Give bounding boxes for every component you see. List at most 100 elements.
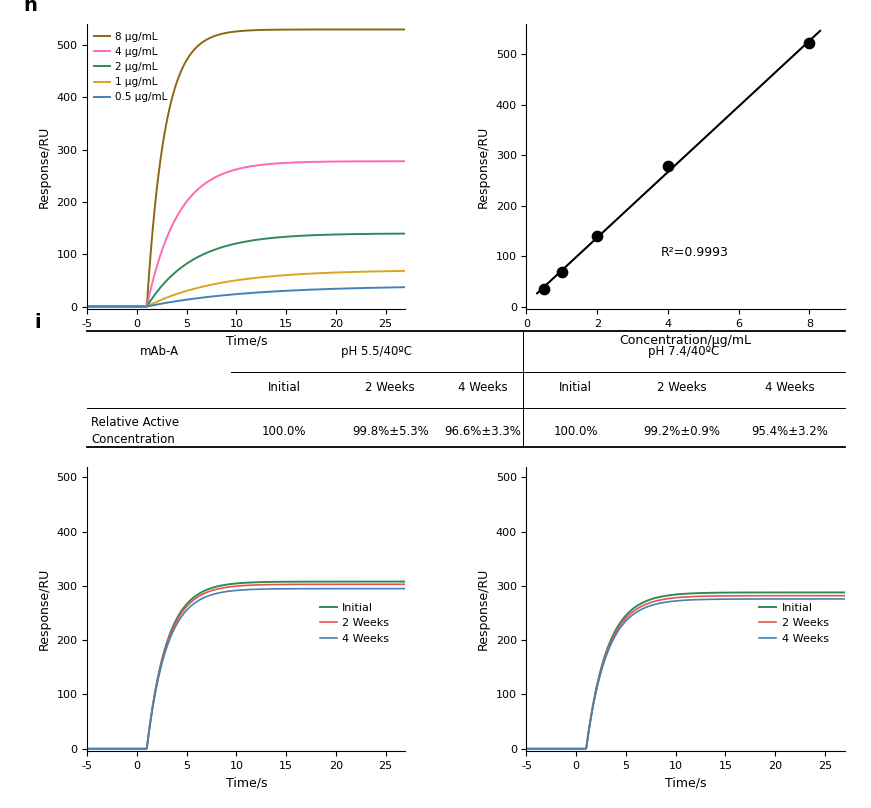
Text: 2 Weeks: 2 Weeks — [366, 381, 415, 394]
2 μg/mL — [101, 301, 111, 311]
Text: pH 7.4/40ºC: pH 7.4/40ºC — [648, 345, 719, 358]
2 μg/mL — [285, 232, 295, 242]
Initial — [285, 577, 295, 587]
4 Weeks — [706, 595, 717, 604]
1 μg/mL — [356, 267, 367, 276]
4 Weeks — [82, 744, 92, 754]
2 Weeks — [724, 591, 734, 600]
4 Weeks — [840, 594, 850, 604]
0.5 μg/mL — [323, 284, 334, 294]
Text: 4 Weeks: 4 Weeks — [765, 381, 814, 394]
Line: 1 μg/mL: 1 μg/mL — [87, 271, 406, 306]
2 Weeks — [267, 580, 277, 590]
X-axis label: Concentration/μg/mL: Concentration/μg/mL — [619, 335, 752, 347]
4 μg/mL — [101, 301, 111, 311]
Initial — [101, 744, 111, 754]
0.5 μg/mL — [275, 286, 286, 296]
4 μg/mL — [323, 157, 334, 166]
1 μg/mL — [267, 271, 277, 281]
8 μg/mL — [401, 24, 411, 34]
8 μg/mL — [285, 25, 295, 35]
Text: Initial: Initial — [559, 381, 592, 394]
Point — [537, 283, 551, 296]
4 Weeks — [267, 584, 277, 594]
4 μg/mL — [356, 157, 367, 166]
4 μg/mL — [267, 159, 277, 169]
2 μg/mL — [356, 229, 367, 239]
4 Weeks — [356, 584, 367, 594]
8 μg/mL — [323, 24, 334, 34]
2 μg/mL — [323, 229, 334, 239]
Text: 4 Weeks: 4 Weeks — [458, 381, 508, 394]
Point — [591, 229, 604, 242]
2 Weeks — [285, 579, 295, 589]
Line: Initial: Initial — [526, 592, 845, 749]
Text: 100.0%: 100.0% — [262, 425, 307, 438]
8 μg/mL — [101, 301, 111, 311]
Initial — [323, 577, 334, 587]
4 μg/mL — [285, 158, 295, 167]
2 Weeks — [706, 591, 717, 601]
0.5 μg/mL — [356, 284, 367, 293]
Point — [555, 266, 569, 279]
2 Weeks — [541, 744, 551, 754]
Text: i: i — [34, 314, 41, 332]
8 μg/mL — [82, 301, 92, 311]
4 Weeks — [724, 594, 734, 604]
4 Weeks — [541, 744, 551, 754]
8 μg/mL — [275, 25, 286, 35]
Legend: Initial, 2 Weeks, 4 Weeks: Initial, 2 Weeks, 4 Weeks — [755, 598, 833, 648]
2 μg/mL — [267, 233, 277, 242]
2 Weeks — [323, 579, 334, 589]
4 Weeks — [275, 584, 286, 594]
8 μg/mL — [356, 24, 367, 34]
4 μg/mL — [401, 157, 411, 166]
Initial — [275, 577, 286, 587]
Initial — [706, 588, 717, 598]
4 Weeks — [285, 584, 295, 594]
Line: 0.5 μg/mL: 0.5 μg/mL — [87, 287, 406, 306]
Legend: 8 μg/mL, 4 μg/mL, 2 μg/mL, 1 μg/mL, 0.5 μg/mL: 8 μg/mL, 4 μg/mL, 2 μg/mL, 1 μg/mL, 0.5 … — [92, 29, 170, 104]
8 μg/mL — [267, 25, 277, 35]
2 Weeks — [763, 591, 773, 600]
Initial — [356, 577, 367, 587]
2 Weeks — [275, 579, 286, 589]
X-axis label: Time/s: Time/s — [665, 776, 706, 789]
Initial — [82, 744, 92, 754]
Text: 99.2%±0.9%: 99.2%±0.9% — [644, 425, 720, 438]
Y-axis label: Response/RU: Response/RU — [37, 568, 51, 650]
Initial — [521, 744, 531, 754]
Text: 96.6%±3.3%: 96.6%±3.3% — [444, 425, 522, 438]
2 Weeks — [356, 579, 367, 589]
1 μg/mL — [323, 268, 334, 278]
X-axis label: Time/s: Time/s — [226, 335, 267, 347]
Text: 2 Weeks: 2 Weeks — [657, 381, 706, 394]
Initial — [840, 587, 850, 597]
2 Weeks — [82, 744, 92, 754]
4 Weeks — [101, 744, 111, 754]
Text: 99.8%±5.3%: 99.8%±5.3% — [352, 425, 429, 438]
Initial — [267, 577, 277, 587]
Initial — [763, 587, 773, 597]
Text: 95.4%±3.2%: 95.4%±3.2% — [752, 425, 828, 438]
4 Weeks — [763, 594, 773, 604]
4 μg/mL — [82, 301, 92, 311]
2 μg/mL — [82, 301, 92, 311]
Line: 2 Weeks: 2 Weeks — [526, 595, 845, 749]
Initial — [541, 744, 551, 754]
Text: mAb-A: mAb-A — [139, 345, 179, 358]
4 Weeks — [795, 594, 806, 604]
Line: 4 Weeks: 4 Weeks — [526, 599, 845, 749]
Text: Relative Active
Concentration: Relative Active Concentration — [91, 416, 179, 446]
1 μg/mL — [101, 301, 111, 311]
Text: 100.0%: 100.0% — [554, 425, 598, 438]
Legend: Initial, 2 Weeks, 4 Weeks: Initial, 2 Weeks, 4 Weeks — [315, 598, 394, 648]
Text: R²=0.9993: R²=0.9993 — [661, 246, 729, 259]
1 μg/mL — [275, 271, 286, 280]
Y-axis label: Response/RU: Response/RU — [477, 125, 490, 208]
1 μg/mL — [285, 270, 295, 280]
Line: 4 Weeks: 4 Weeks — [87, 589, 406, 749]
Point — [661, 160, 675, 173]
2 μg/mL — [401, 229, 411, 238]
Line: Initial: Initial — [87, 582, 406, 749]
